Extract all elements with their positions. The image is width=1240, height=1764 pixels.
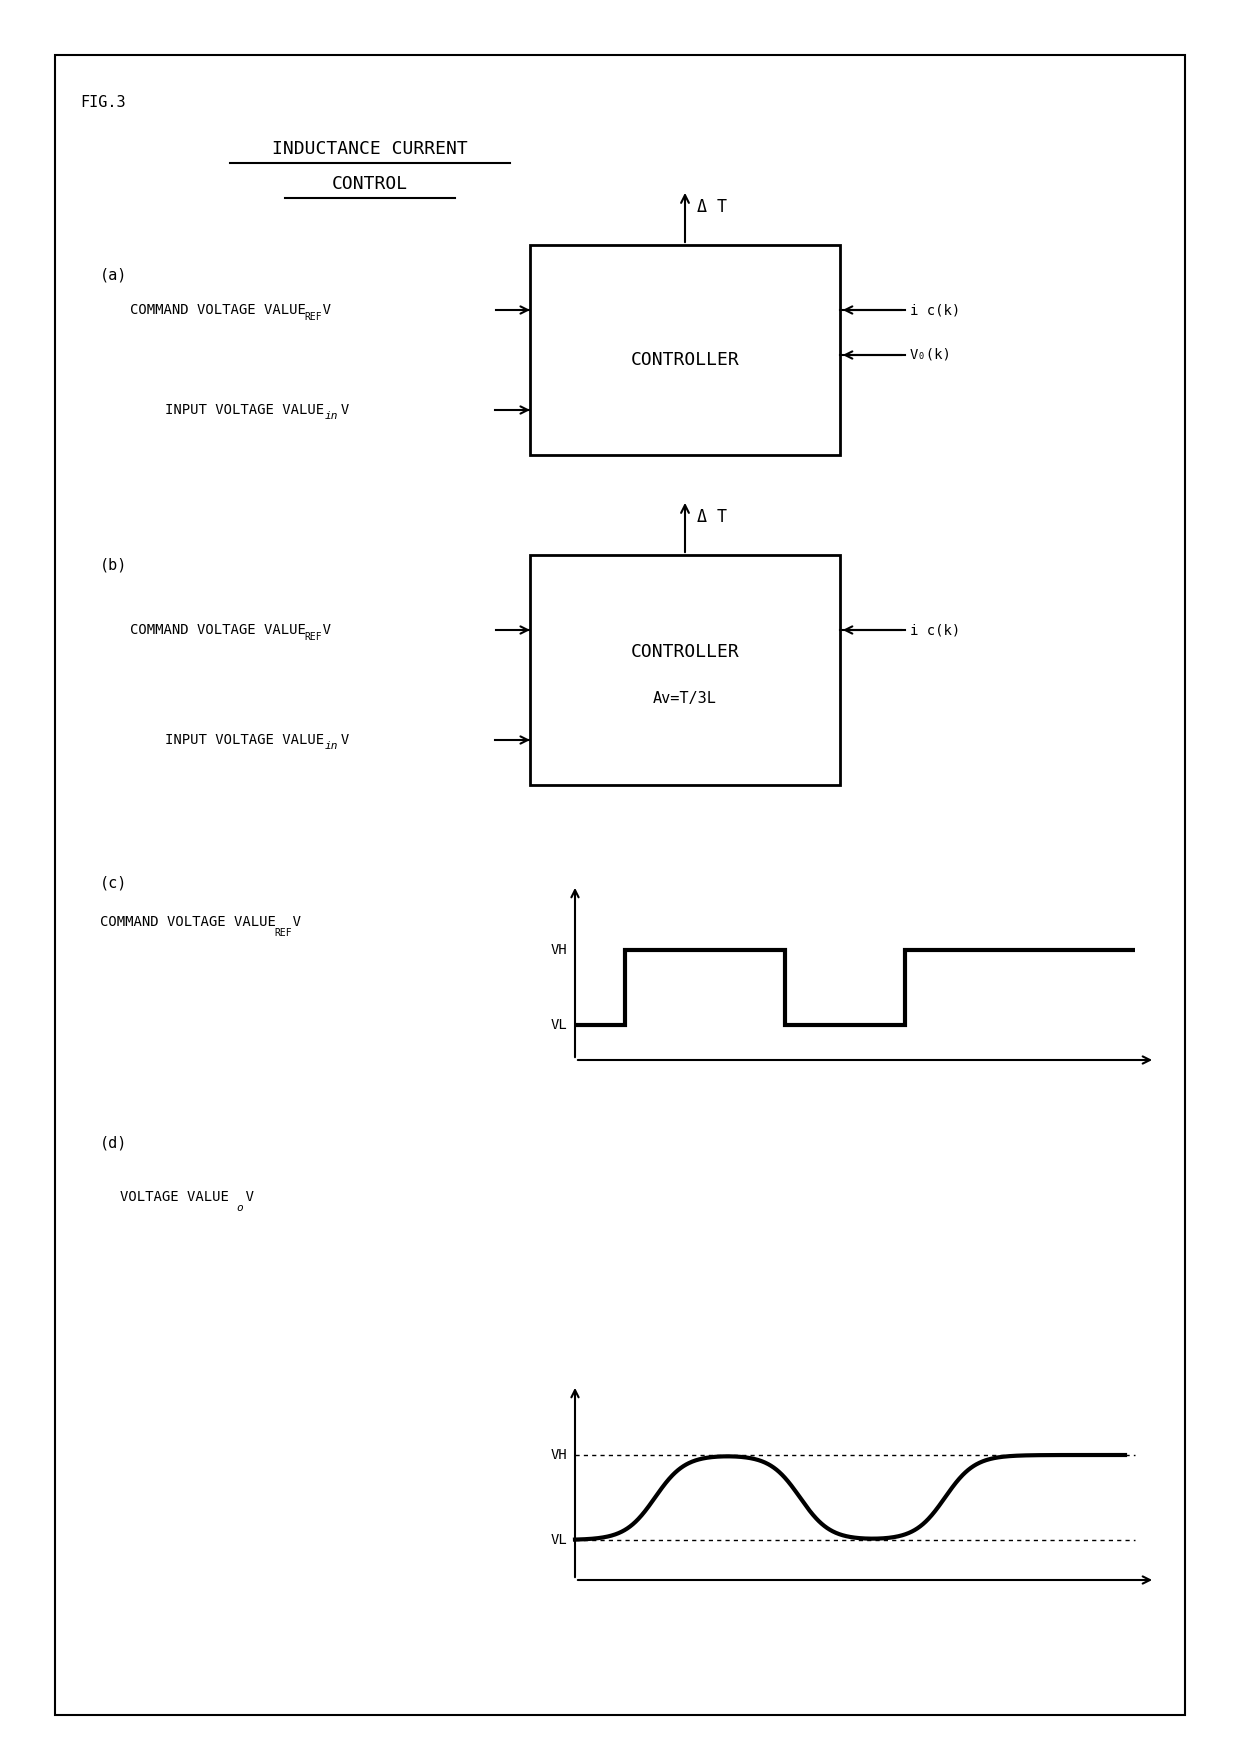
Text: V₀(k): V₀(k) bbox=[910, 348, 952, 362]
Text: REF: REF bbox=[304, 632, 321, 642]
Text: CONTROLLER: CONTROLLER bbox=[631, 351, 739, 369]
Text: COMMAND VOLTAGE VALUE  V: COMMAND VOLTAGE VALUE V bbox=[130, 303, 331, 318]
Text: CONTROLLER: CONTROLLER bbox=[631, 644, 739, 662]
Text: Δ T: Δ T bbox=[697, 198, 727, 215]
Text: COMMAND VOLTAGE VALUE  V: COMMAND VOLTAGE VALUE V bbox=[100, 916, 301, 930]
Text: INDUCTANCE CURRENT: INDUCTANCE CURRENT bbox=[272, 139, 467, 159]
Text: in: in bbox=[325, 411, 339, 422]
Text: VH: VH bbox=[551, 1448, 567, 1462]
Text: VL: VL bbox=[551, 1533, 567, 1547]
Text: VL: VL bbox=[551, 1018, 567, 1032]
Bar bbox=[529, 245, 839, 455]
Text: i c(k): i c(k) bbox=[910, 623, 960, 637]
Text: INPUT VOLTAGE VALUE  V: INPUT VOLTAGE VALUE V bbox=[165, 734, 350, 746]
Text: VOLTAGE VALUE  V: VOLTAGE VALUE V bbox=[120, 1191, 254, 1205]
Text: REF: REF bbox=[304, 312, 321, 323]
Text: (a): (a) bbox=[100, 268, 128, 282]
Text: FIG.3: FIG.3 bbox=[81, 95, 125, 109]
Text: (b): (b) bbox=[100, 557, 128, 573]
Text: i c(k): i c(k) bbox=[910, 303, 960, 318]
Text: (c): (c) bbox=[100, 875, 128, 891]
Text: (d): (d) bbox=[100, 1134, 128, 1150]
Text: CONTROL: CONTROL bbox=[332, 175, 408, 192]
Text: in: in bbox=[325, 741, 339, 751]
Text: o: o bbox=[236, 1203, 243, 1214]
Text: REF: REF bbox=[274, 928, 291, 938]
Text: Δ T: Δ T bbox=[697, 508, 727, 526]
Text: Av=T/3L: Av=T/3L bbox=[653, 690, 717, 706]
Text: INPUT VOLTAGE VALUE  V: INPUT VOLTAGE VALUE V bbox=[165, 402, 350, 416]
Bar bbox=[529, 556, 839, 785]
Text: COMMAND VOLTAGE VALUE  V: COMMAND VOLTAGE VALUE V bbox=[130, 623, 331, 637]
Text: VH: VH bbox=[551, 944, 567, 958]
